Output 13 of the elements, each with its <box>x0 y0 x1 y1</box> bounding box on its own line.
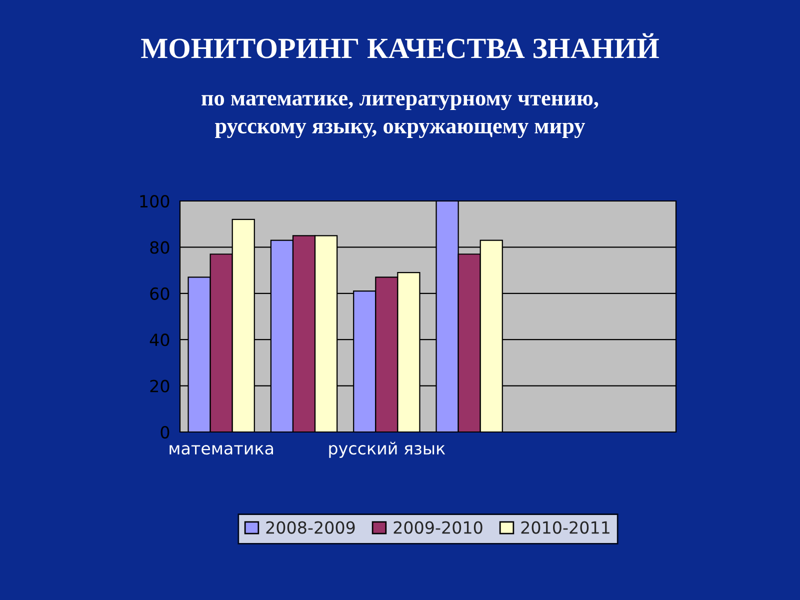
y-tick-label: 0 <box>160 426 170 439</box>
x-tick-label: русский язык <box>329 442 446 458</box>
y-tick-label: 40 <box>150 334 170 346</box>
y-tick-label: 100 <box>140 194 170 208</box>
chart-title: МОНИТОРИНГ КАЧЕСТВА ЗНАНИЙ <box>141 33 659 58</box>
legend-label: 2009-2010 <box>394 521 482 534</box>
legend-label: 2010-2011 <box>521 521 610 534</box>
chart-subtitle: по математике, литературному чтению, русскому языку, окружающему миру <box>202 94 598 138</box>
x-tick-label: математика <box>170 445 273 455</box>
y-tick-label: 20 <box>150 380 170 392</box>
y-tick-label: 60 <box>150 287 170 300</box>
legend-label: 2008-2009 <box>266 521 355 534</box>
y-tick-label: 80 <box>150 241 170 254</box>
